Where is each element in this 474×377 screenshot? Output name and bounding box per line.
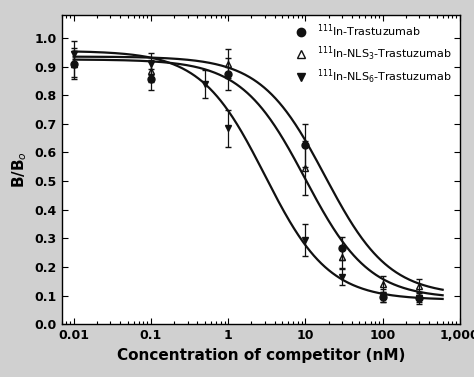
Legend: $^{111}$In-Trastuzumab, $^{111}$In-NLS$_3$-Trastuzumab, $^{111}$In-NLS$_6$-Trast: $^{111}$In-Trastuzumab, $^{111}$In-NLS$_… [286, 18, 456, 91]
X-axis label: Concentration of competitor (nM): Concentration of competitor (nM) [117, 348, 405, 363]
Y-axis label: B/B$_o$: B/B$_o$ [10, 151, 29, 188]
